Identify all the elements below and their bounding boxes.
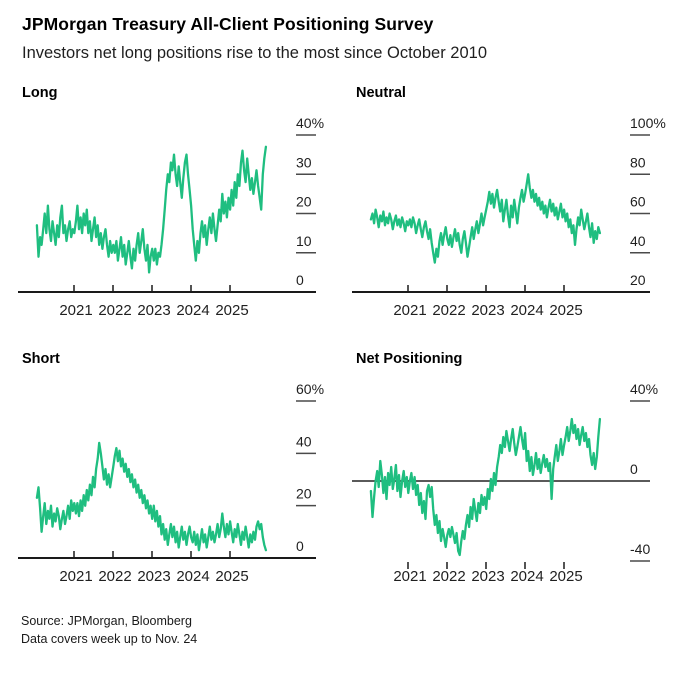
chart-header: JPMorgan Treasury All-Client Positioning…	[0, 14, 679, 63]
svg-text:0: 0	[296, 538, 304, 554]
svg-text:60: 60	[630, 194, 646, 210]
svg-text:2022: 2022	[98, 302, 131, 319]
svg-text:2024: 2024	[176, 568, 209, 585]
page-subtitle: Investors net long positions rise to the…	[22, 44, 487, 62]
short-line-chart: 60% 40 20 0 2021 2022 2023 2024 2025	[18, 381, 324, 585]
source-note: Source: JPMorgan, Bloomberg Data covers …	[21, 613, 679, 649]
chart-grid: Long 40% 30 20 10 0 2021 2022 2023 2024 2025 Neut…	[0, 85, 679, 603]
svg-text:40%: 40%	[630, 381, 658, 397]
neutral-line-chart: 100% 80 60 40 20 2021 2022 2023 2024 2025	[352, 115, 666, 319]
panel-net-positioning: Net Positioning 40% 0 -40 2021 2022 2023 2024 2…	[352, 351, 672, 603]
panel-title-long: Long	[22, 85, 58, 101]
panel-title-net-positioning: Net Positioning	[356, 351, 463, 367]
panel-title-short: Short	[22, 351, 60, 367]
svg-text:80: 80	[630, 154, 646, 170]
svg-text:2025: 2025	[215, 302, 248, 319]
svg-text:2023: 2023	[137, 568, 170, 585]
svg-text:2024: 2024	[510, 568, 543, 585]
svg-text:40%: 40%	[296, 115, 324, 131]
svg-text:30: 30	[296, 154, 312, 170]
long-line-chart: 40% 30 20 10 0 2021 2022 2023 2024 2025	[18, 115, 324, 319]
svg-text:0: 0	[296, 272, 304, 288]
svg-text:20: 20	[296, 194, 312, 210]
svg-text:2021: 2021	[59, 302, 92, 319]
svg-text:-40: -40	[630, 541, 650, 557]
svg-text:2022: 2022	[432, 302, 465, 319]
svg-text:2021: 2021	[59, 568, 92, 585]
svg-text:2022: 2022	[432, 568, 465, 585]
source-line: Source: JPMorgan, Bloomberg	[21, 614, 192, 628]
svg-text:2022: 2022	[98, 568, 131, 585]
svg-text:2021: 2021	[393, 302, 426, 319]
svg-text:2023: 2023	[137, 302, 170, 319]
panel-title-neutral: Neutral	[356, 85, 406, 101]
svg-text:2025: 2025	[215, 568, 248, 585]
svg-text:20: 20	[630, 272, 646, 288]
page-title: JPMorgan Treasury All-Client Positioning…	[22, 14, 434, 34]
svg-text:2023: 2023	[471, 302, 504, 319]
bloomberg-survey-chart-page: JPMorgan Treasury All-Client Positioning…	[0, 14, 679, 649]
svg-text:2025: 2025	[549, 302, 582, 319]
svg-text:10: 10	[296, 233, 312, 249]
source-coverage-line: Data covers week up to Nov. 24	[21, 631, 198, 646]
svg-text:2023: 2023	[471, 568, 504, 585]
svg-text:2024: 2024	[176, 302, 209, 319]
panel-neutral: Neutral 100% 80 60 40 20 2021 2022 2023 2024 2025	[352, 85, 672, 337]
svg-text:0: 0	[630, 461, 638, 477]
net-positioning-line-chart: 40% 0 -40 2021 2022 2023 2024 2025	[352, 381, 658, 585]
svg-text:40: 40	[296, 433, 312, 449]
panel-long: Long 40% 30 20 10 0 2021 2022 2023 2024 2025	[18, 85, 338, 337]
svg-text:2024: 2024	[510, 302, 543, 319]
panel-short: Short 60% 40 20 0 2021 2022 2023 2024 2025	[18, 351, 338, 603]
svg-text:2025: 2025	[549, 568, 582, 585]
svg-text:40: 40	[630, 233, 646, 249]
svg-text:20: 20	[296, 486, 312, 502]
svg-text:100%: 100%	[630, 115, 666, 131]
svg-text:2021: 2021	[393, 568, 426, 585]
svg-text:60%: 60%	[296, 381, 324, 397]
